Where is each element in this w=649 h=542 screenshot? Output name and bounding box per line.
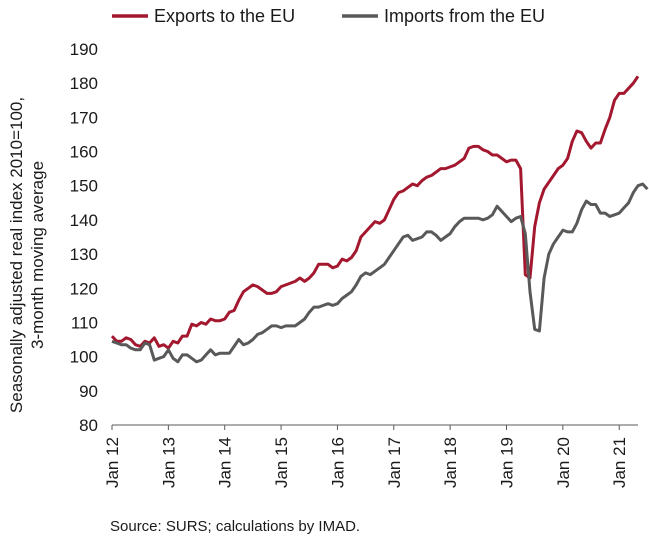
y-axis-title-line-2: 3-month moving average — [28, 161, 47, 349]
y-tick-label: 130 — [70, 245, 98, 264]
x-tick-label: Jan 18 — [441, 437, 460, 488]
x-tick-label: Jan 19 — [498, 437, 517, 488]
y-tick-label: 80 — [79, 416, 98, 435]
y-tick-label: 170 — [70, 108, 98, 127]
x-tick-label: Jan 13 — [159, 437, 178, 488]
legend: Exports to the EU Imports from the EU — [112, 6, 545, 26]
y-axis-title-line-1: Seasonally adjusted real index 2010=100, — [7, 97, 26, 413]
y-axis-title: Seasonally adjusted real index 2010=100,… — [7, 97, 47, 413]
y-axis: 80 90 100 110 120 130 140 150 160 170 180 190 — [70, 40, 98, 435]
y-tick-label: 160 — [70, 143, 98, 162]
exports-series-line — [110, 75, 640, 350]
x-tick-label: Jan 12 — [103, 437, 122, 488]
x-tick-label: Jan 14 — [216, 437, 235, 488]
source-note: Source: SURS; calculations by IMAD. — [110, 518, 360, 535]
y-tick-label: 100 — [70, 348, 98, 367]
y-tick-label: 120 — [70, 279, 98, 298]
y-tick-label: 140 — [70, 211, 98, 230]
x-tick-label: Jan 21 — [610, 437, 629, 488]
y-tick-label: 180 — [70, 74, 98, 93]
y-tick-label: 90 — [79, 382, 98, 401]
y-tick-label: 190 — [70, 40, 98, 59]
y-tick-label: 110 — [71, 313, 98, 332]
x-tick-label: Jan 17 — [385, 437, 404, 488]
legend-label-imports: Imports from the EU — [384, 6, 545, 26]
x-tick-label: Jan 20 — [554, 437, 573, 488]
x-axis: Jan 12 Jan 13 Jan 14 Jan 15 Jan 16 Jan 17 Jan … — [103, 425, 629, 488]
plot-area — [110, 75, 649, 364]
x-tick-label: Jan 16 — [328, 437, 347, 488]
y-tick-label: 150 — [70, 177, 98, 196]
legend-label-exports: Exports to the EU — [154, 6, 295, 26]
imports-series-line — [111, 182, 649, 364]
x-tick-label: Jan 15 — [272, 437, 291, 488]
